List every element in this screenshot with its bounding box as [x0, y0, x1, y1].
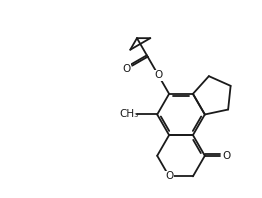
Text: O: O: [165, 171, 173, 181]
Text: O: O: [122, 64, 130, 74]
Text: O: O: [154, 70, 162, 80]
Text: O: O: [223, 151, 231, 161]
Text: CH₃: CH₃: [120, 109, 139, 119]
